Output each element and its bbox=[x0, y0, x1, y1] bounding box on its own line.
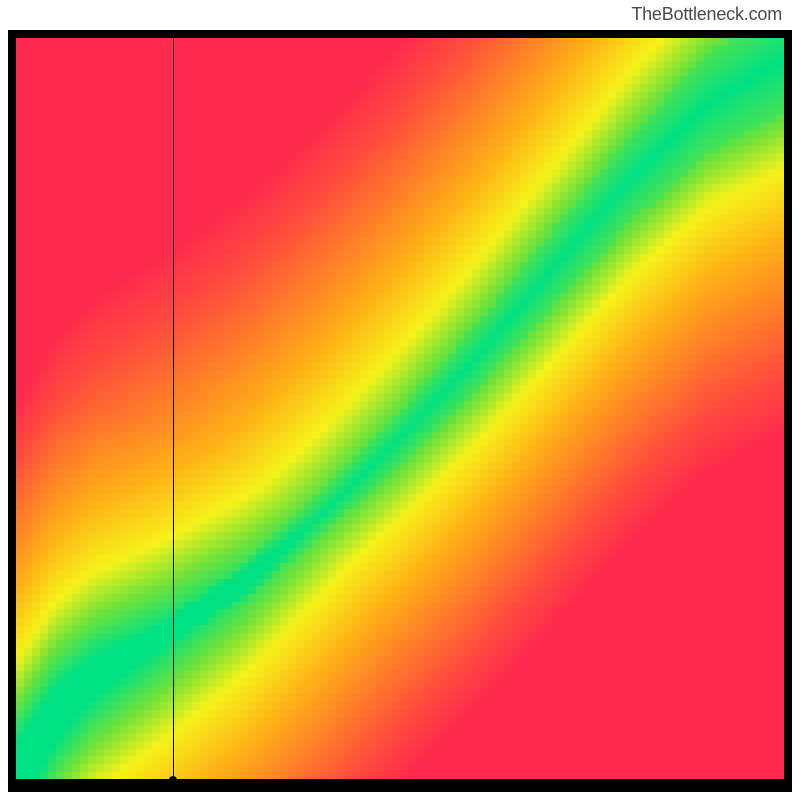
watermark-text: TheBottleneck.com bbox=[631, 4, 782, 25]
chart-frame bbox=[8, 30, 792, 792]
heatmap-plot bbox=[16, 38, 784, 780]
heatmap-canvas bbox=[16, 38, 784, 780]
